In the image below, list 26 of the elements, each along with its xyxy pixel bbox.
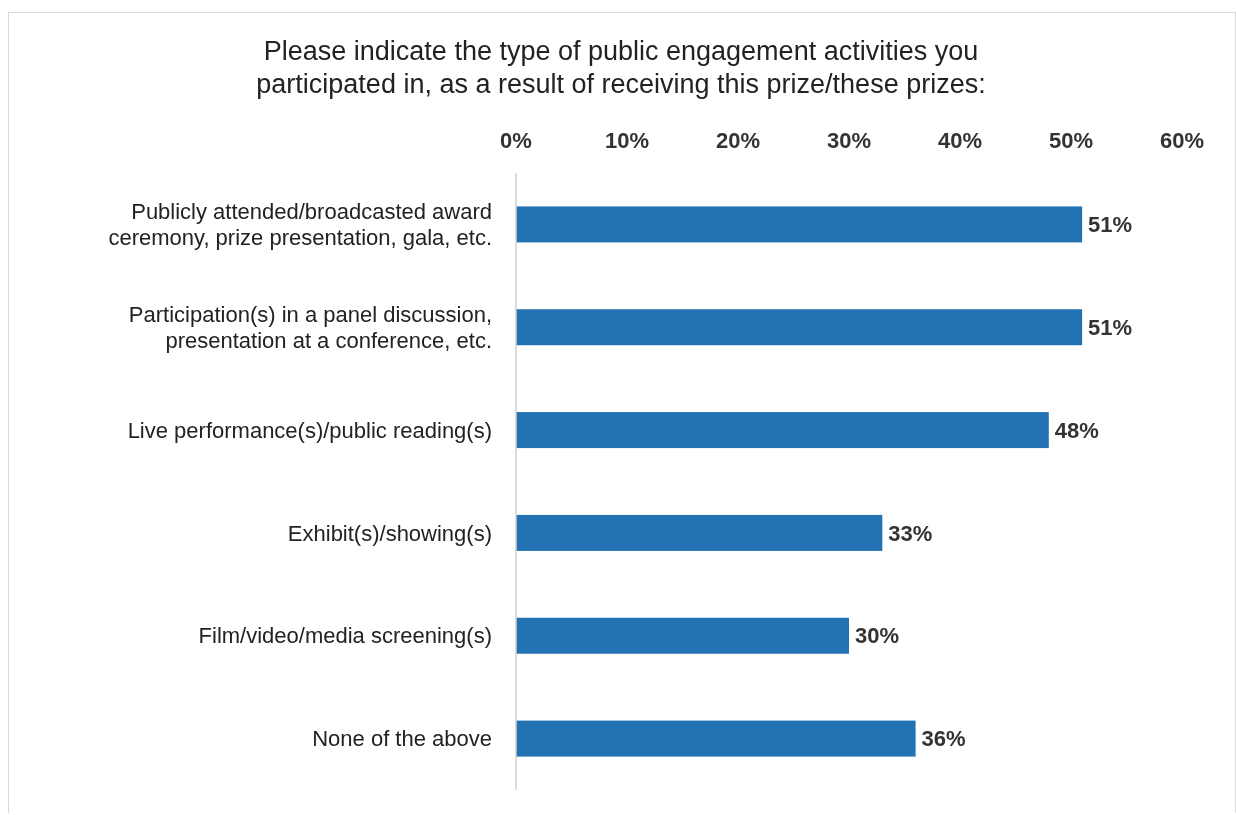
x-tick-label: 50% [1048, 128, 1094, 153]
x-tick-label: 10% [604, 128, 650, 153]
x-tick-label: 0% [500, 128, 532, 153]
data-label: 51% [1088, 314, 1133, 340]
y-tick-label: Exhibit(s)/showing(s) [287, 520, 492, 546]
data-label: 33% [888, 520, 933, 546]
bar [516, 514, 883, 551]
y-tick-label: Publicly attended/broadcasted award ceremony, prize presentation, gala, etc. [108, 199, 492, 251]
bar [516, 617, 849, 654]
chart-title: Please indicate the type of public engagement activities you participated in, as a result of receiving this prize/these prizes: [256, 36, 986, 99]
bar [516, 720, 916, 757]
y-tick-label: None of the above [312, 726, 492, 752]
y-tick-label: Live performance(s)/public reading(s) [127, 417, 492, 443]
x-tick-label: 40% [937, 128, 983, 153]
data-label: 48% [1054, 417, 1099, 443]
x-tick-label: 30% [826, 128, 872, 153]
bar [516, 309, 1083, 346]
x-tick-label: 60% [1159, 128, 1205, 153]
y-tick-label: Film/video/media screening(s) [198, 623, 492, 649]
bar [516, 206, 1083, 243]
data-label: 30% [855, 623, 900, 649]
y-tick-label: Participation(s) in a panel discussion, presentation at a conference, etc. [128, 301, 492, 353]
bar [516, 412, 1049, 449]
data-label: 51% [1088, 212, 1133, 238]
data-label: 36% [921, 726, 966, 752]
x-tick-label: 20% [715, 128, 761, 153]
